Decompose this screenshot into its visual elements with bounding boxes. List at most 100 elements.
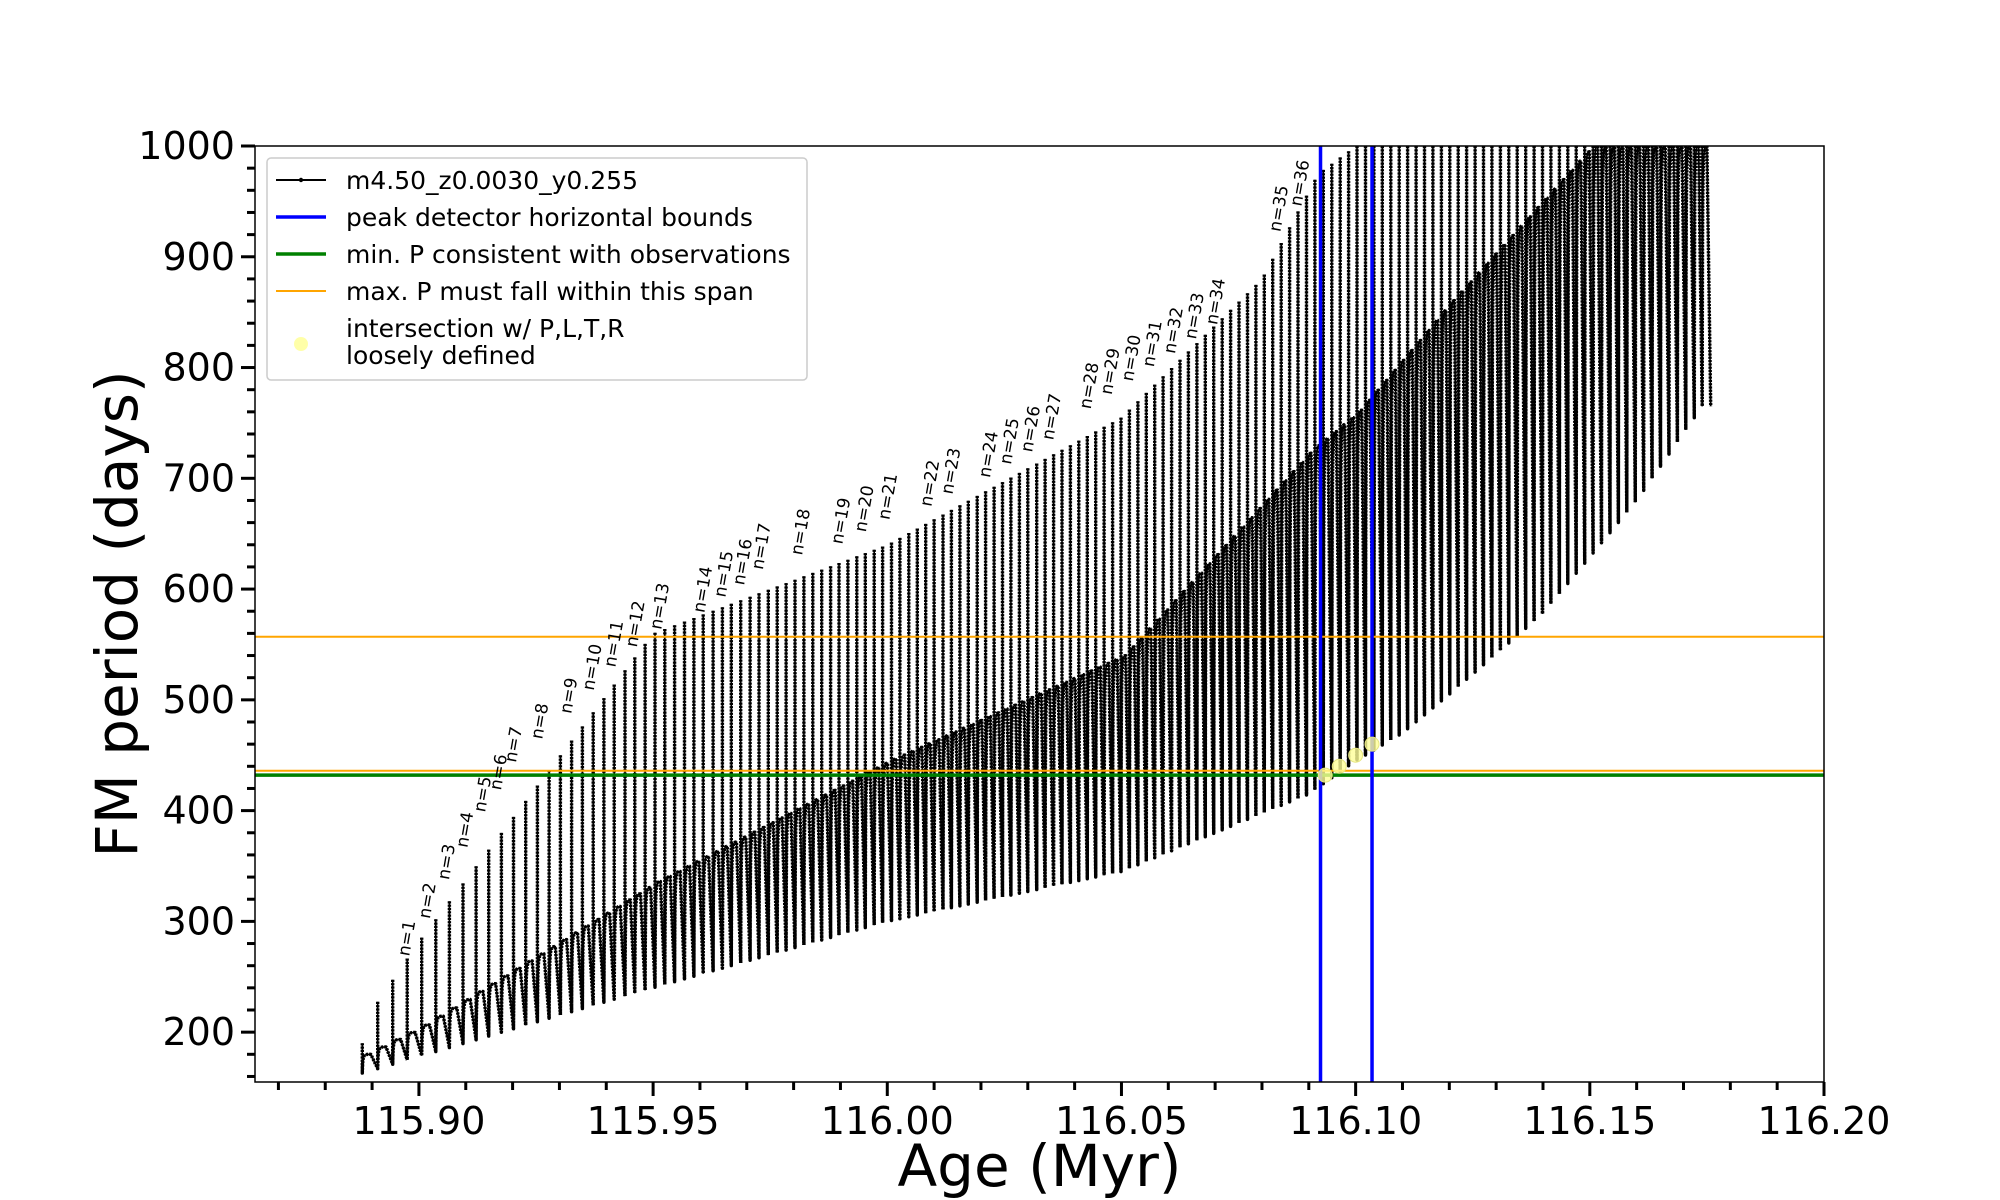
- track-pulse-core: [1373, 146, 1384, 751]
- track-pulse-core: [1558, 146, 1569, 594]
- track-pulse-core: [820, 569, 832, 941]
- legend-label: min. P consistent with observations: [346, 240, 791, 269]
- track-pulse-core: [1381, 146, 1392, 746]
- track-pulse-core: [767, 589, 778, 956]
- track-pulse-core: [673, 625, 686, 982]
- legend-label: peak detector horizontal bounds: [346, 203, 753, 232]
- track-pulse-core: [1255, 284, 1266, 816]
- track-pulse-core: [864, 553, 875, 928]
- track-pulse-core: [785, 583, 796, 951]
- track-pulse-core: [993, 486, 1004, 899]
- track-pulse-core: [1583, 146, 1594, 564]
- track-pulse-core: [1238, 301, 1249, 823]
- track-pulse-core: [1103, 426, 1114, 876]
- track-pulse-core: [592, 712, 605, 1006]
- track-pulse-core: [1508, 146, 1518, 644]
- track-pulse-core: [1440, 146, 1451, 701]
- y-tick-label: 500: [162, 678, 235, 722]
- track-pulse-core: [1018, 472, 1029, 894]
- track-pulse-core: [1246, 293, 1257, 820]
- x-tick-label: 116.15: [1523, 1099, 1656, 1143]
- track-pulse-core: [1331, 163, 1341, 778]
- track-pulse-core: [512, 816, 527, 1029]
- track-pulse-core: [1364, 146, 1375, 756]
- track-pulse-core: [1347, 151, 1358, 766]
- track-pulse-core: [916, 528, 927, 916]
- track-pulse-core: [712, 610, 724, 971]
- track-pulse-core: [1339, 157, 1350, 772]
- track-pulse-core: [1212, 326, 1223, 834]
- track-pulse-core: [1550, 146, 1561, 604]
- legend-label: max. P must fall within this span: [346, 277, 754, 306]
- track-pulse-core: [1415, 146, 1426, 722]
- track-pulse-core: [664, 629, 676, 985]
- legend-box: [266, 157, 808, 381]
- track-pulse-core: [1061, 449, 1072, 885]
- track-pulse-core: [1575, 146, 1586, 574]
- track-pulse-core: [829, 566, 840, 938]
- intersection-point: [1348, 747, 1364, 763]
- track-pulse-core: [812, 572, 823, 943]
- intersection-point: [1317, 767, 1333, 783]
- track-pulse-core: [942, 514, 953, 910]
- track-pulse-core: [1027, 468, 1038, 892]
- intersection-point: [1331, 758, 1347, 774]
- track-pulse-core: [1567, 146, 1577, 584]
- track-pulse-core: [487, 849, 503, 1037]
- track-pulse-core: [1035, 463, 1046, 890]
- track-pulse-core: [1449, 146, 1459, 694]
- x-tick-label: 115.95: [587, 1099, 720, 1143]
- track-pulse-core: [1482, 146, 1493, 665]
- track-pulse-core: [1111, 422, 1122, 874]
- track-pulse-core: [730, 603, 742, 966]
- track-pulse-core: [1170, 368, 1181, 851]
- track-pulse-core: [1145, 392, 1156, 862]
- y-axis-title: FM period (days): [83, 370, 151, 857]
- track-pulse-core: [634, 657, 646, 994]
- track-pulse-core: [1263, 274, 1274, 813]
- x-tick-label: 115.90: [352, 1099, 485, 1143]
- track-pulse-core: [624, 670, 636, 997]
- track-pulse-core: [536, 785, 550, 1022]
- legend-marker: [294, 337, 308, 351]
- y-tick-label: 200: [162, 1010, 235, 1054]
- track-pulse-core: [570, 740, 584, 1012]
- track-pulse-core: [758, 593, 770, 958]
- vline-layer: [1318, 146, 1374, 1082]
- legend-marker: [298, 177, 304, 183]
- track-pulse-core: [1474, 146, 1485, 673]
- plot-frame: [254, 145, 1825, 1083]
- track-pulse-core: [890, 542, 901, 921]
- track-pulse-core: [873, 549, 884, 926]
- track-pulse-core: [1128, 409, 1139, 869]
- legend-label: m4.50_z0.0030_y0.255: [346, 166, 638, 195]
- track-pulse-core: [924, 523, 935, 914]
- track-pulse-core: [984, 491, 995, 901]
- track-pulse-core: [721, 607, 733, 969]
- track-pulse-core: [1078, 440, 1089, 881]
- track-pulse-core: [376, 1001, 394, 1069]
- x-tick-label: 116.00: [821, 1099, 954, 1143]
- track-pulse-core: [1356, 146, 1367, 760]
- track-pulse-core: [475, 866, 490, 1040]
- track-pulse-core: [1524, 146, 1535, 629]
- track-pulse-core: [1297, 211, 1308, 799]
- hline-layer: [255, 635, 1824, 777]
- track-pulse-core: [1153, 384, 1164, 858]
- y-tick-label: 1000: [138, 124, 235, 168]
- track-pulse-core: [559, 755, 573, 1016]
- track-pulse-core: [1044, 458, 1055, 888]
- x-tick-label: 116.05: [1055, 1099, 1188, 1143]
- point-layer: [1317, 736, 1380, 783]
- track-pulse-core: [462, 883, 477, 1044]
- track-pulse-core: [1305, 195, 1316, 796]
- track-pulse-core: [1533, 146, 1544, 622]
- track-pulse-core: [1120, 417, 1131, 872]
- x-tick-label: 116.20: [1758, 1099, 1891, 1143]
- track-pulse-core: [749, 596, 760, 961]
- track-pulse-core: [524, 800, 539, 1026]
- track-pulse-core: [1516, 146, 1527, 636]
